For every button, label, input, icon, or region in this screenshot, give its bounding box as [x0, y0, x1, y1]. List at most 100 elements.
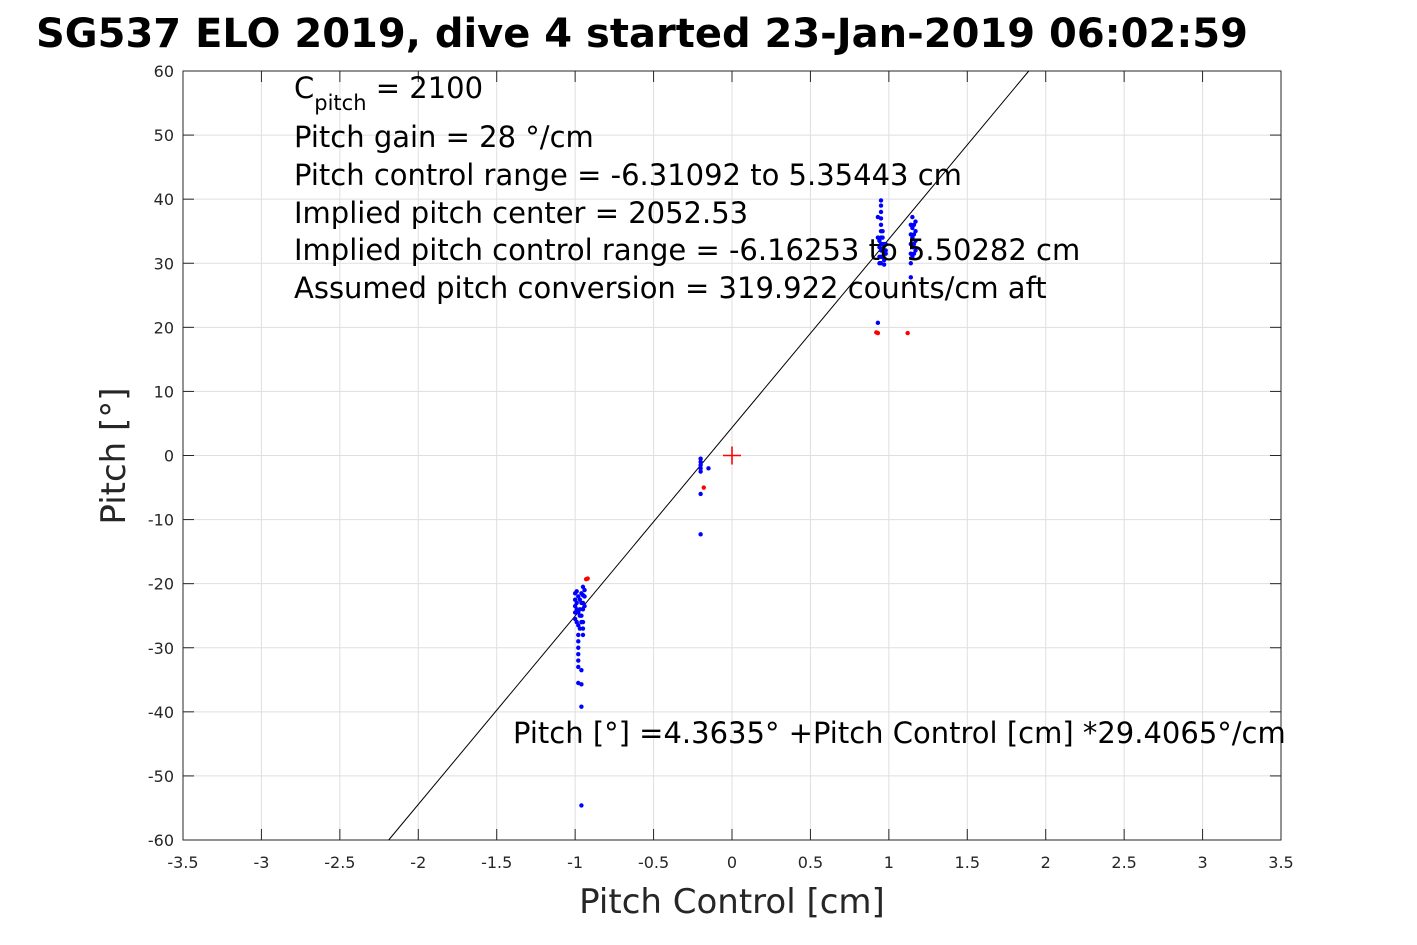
y-tick-label: -60: [148, 831, 174, 850]
blue-data-point: [576, 632, 581, 638]
blue-data-point: [880, 235, 885, 240]
y-tick-label: 20: [154, 318, 174, 337]
blue-data-point: [582, 594, 587, 599]
blue-data-point: [883, 241, 888, 247]
blue-data-point: [576, 645, 581, 650]
y-tick-label: -10: [148, 511, 174, 530]
annotation-block: Cpitch = 2100 Pitch gain = 28 °/cm Pitch…: [294, 71, 1286, 750]
blue-data-point: [579, 682, 584, 687]
x-tick-label: 2.5: [1111, 853, 1136, 872]
blue-data-point: [698, 462, 703, 468]
blue-data-point: [574, 589, 579, 594]
x-tick-label: -3.5: [167, 853, 198, 872]
y-tick-label: -50: [148, 767, 174, 786]
blue-data-point: [698, 466, 703, 471]
blue-data-point: [577, 607, 583, 612]
blue-data-point: [582, 603, 587, 609]
y-axis-ticks: 60 50 40 30 20 10 0 -10 -20 -30 -40 -50 -60: [148, 62, 1281, 850]
blue-data-point: [881, 257, 887, 263]
blue-data-point: [579, 704, 584, 709]
y-tick-label: 60: [154, 62, 174, 81]
x-tick-label: 1: [884, 853, 894, 872]
blue-data-point: [698, 459, 703, 465]
blue-data-point: [576, 639, 581, 644]
blue-data-point: [908, 275, 914, 280]
y-tick-label: 10: [154, 382, 174, 401]
chart-title: SG537 ELO 2019, dive 4 started 23-Jan-20…: [36, 11, 1248, 57]
fit-line: [388, 70, 1030, 841]
blue-data-point: [913, 219, 918, 224]
blue-data-point: [913, 248, 918, 253]
blue-data-point: [574, 600, 579, 606]
blue-data-point: [576, 651, 581, 657]
y-axis-label: Pitch [°]: [94, 387, 134, 524]
annotation-conversion: Assumed pitch conversion = 319.922 count…: [294, 271, 1047, 305]
x-tick-label: -2: [410, 853, 426, 872]
fit-line-group: [388, 70, 1030, 841]
annotation-pitch-gain: Pitch gain = 28 °/cm: [294, 120, 594, 154]
annotation-implied-range: Implied pitch control range = -6.16253 t…: [294, 233, 1080, 267]
blue-data-point: [579, 613, 584, 618]
x-tick-label: -1: [567, 853, 583, 872]
blue-data-point: [579, 667, 584, 673]
x-axis-ticks: -3.5 -3 -2.5 -2 -1.5 -1 -0.5 0 0.5 1 1.5 2 2.5 3 3.5: [167, 71, 1294, 872]
blue-data-point: [582, 587, 587, 593]
blue-data-point: [580, 619, 586, 625]
blue-data-point: [580, 632, 586, 638]
red-data-point: [875, 330, 881, 336]
annotation-control-range: Pitch control range = -6.31092 to 5.3544…: [294, 158, 962, 192]
grid-lines: [182, 70, 1282, 841]
red-data-point: [701, 485, 706, 490]
c-pitch-subscript: pitch: [314, 91, 366, 115]
y-tick-label: 40: [154, 190, 174, 209]
blue-data-point: [576, 658, 581, 663]
x-tick-label: 2: [1041, 853, 1051, 872]
blue-data-point: [878, 203, 884, 208]
blue-data-point: [878, 222, 884, 227]
blue-data-point: [577, 626, 583, 631]
y-tick-label: -30: [148, 639, 174, 658]
blue-data-point: [881, 262, 887, 267]
annotation-implied-center: Implied pitch center = 2052.53: [294, 196, 748, 230]
annotation-c-pitch: Cpitch = 2100: [294, 71, 483, 115]
blue-data-point: [883, 251, 888, 256]
origin-marker-group: [723, 446, 741, 465]
x-tick-label: -3: [253, 853, 269, 872]
c-pitch-value: = 2100: [367, 71, 484, 105]
x-tick-label: 3.5: [1268, 853, 1293, 872]
annotation-fit-equation: Pitch [°] =4.3635° +Pitch Control [cm] *…: [513, 716, 1286, 750]
blue-data-point: [698, 491, 703, 497]
blue-data-point: [878, 209, 884, 215]
blue-data-point: [698, 532, 703, 537]
blue-data-point: [883, 248, 888, 253]
y-tick-label: 50: [154, 126, 174, 145]
y-tick-label: -40: [148, 703, 174, 722]
blue-data-point: [913, 238, 918, 244]
blue-data-point: [908, 261, 914, 266]
blue-data-point: [913, 229, 918, 234]
blue-data-point: [580, 626, 586, 631]
y-tick-label: 30: [154, 254, 174, 273]
x-tick-label: -1.5: [481, 853, 512, 872]
blue-data-point: [706, 466, 711, 471]
x-tick-label: 3: [1197, 853, 1207, 872]
blue-data-point: [698, 456, 703, 461]
y-tick-label: 0: [164, 447, 174, 466]
c-pitch-symbol: C: [294, 71, 314, 105]
x-tick-label: 0.5: [798, 853, 823, 872]
x-axis-label: Pitch Control [cm]: [579, 882, 885, 922]
blue-data-point: [579, 803, 584, 808]
blue-data-point: [880, 229, 885, 234]
x-tick-label: -0.5: [638, 853, 669, 872]
blue-data-point: [698, 469, 703, 474]
y-tick-label: -20: [148, 575, 174, 594]
blue-data-point: [878, 198, 884, 203]
x-tick-label: 0: [727, 853, 737, 872]
x-tick-label: -2.5: [324, 853, 355, 872]
blue-data-point: [576, 664, 581, 670]
data-points: [572, 198, 918, 808]
x-tick-label: 1.5: [955, 853, 980, 872]
red-data-point: [905, 330, 910, 336]
red-data-point: [585, 576, 590, 581]
